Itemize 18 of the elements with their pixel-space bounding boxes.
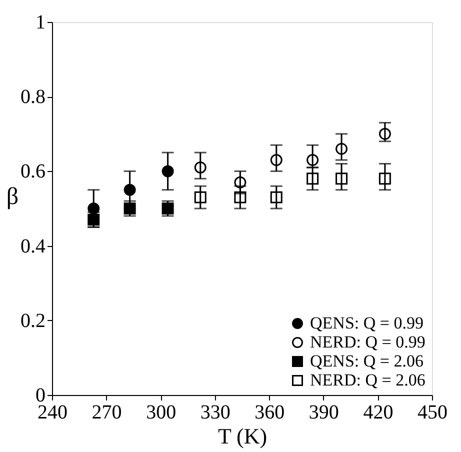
x-axis-title: T (K) <box>218 424 268 448</box>
y-tick-label: 0.8 <box>20 86 46 108</box>
x-tick-label: 270 <box>92 402 122 424</box>
x-tick-label: 420 <box>363 402 394 424</box>
legend-label: QENS: Q = 0.99 <box>310 314 424 332</box>
y-tick-label: 0.4 <box>20 235 46 258</box>
legend-label: QENS: Q = 2.06 <box>310 352 424 370</box>
x-tick-label: 390 <box>308 402 339 424</box>
y-tick-label: 1 <box>36 12 46 34</box>
x-tick-label: 330 <box>200 402 230 424</box>
y-tick-label: 0.6 <box>20 160 46 183</box>
x-tick-label: 360 <box>254 402 285 424</box>
y-tick-label: 0.2 <box>20 310 46 332</box>
x-tick-label: 300 <box>146 402 176 424</box>
x-tick-label: 450 <box>418 402 448 424</box>
legend-label: NERD: Q = 0.99 <box>310 332 426 352</box>
y-axis-title: β <box>6 184 19 210</box>
legend-label: NERD: Q = 2.06 <box>310 370 426 390</box>
